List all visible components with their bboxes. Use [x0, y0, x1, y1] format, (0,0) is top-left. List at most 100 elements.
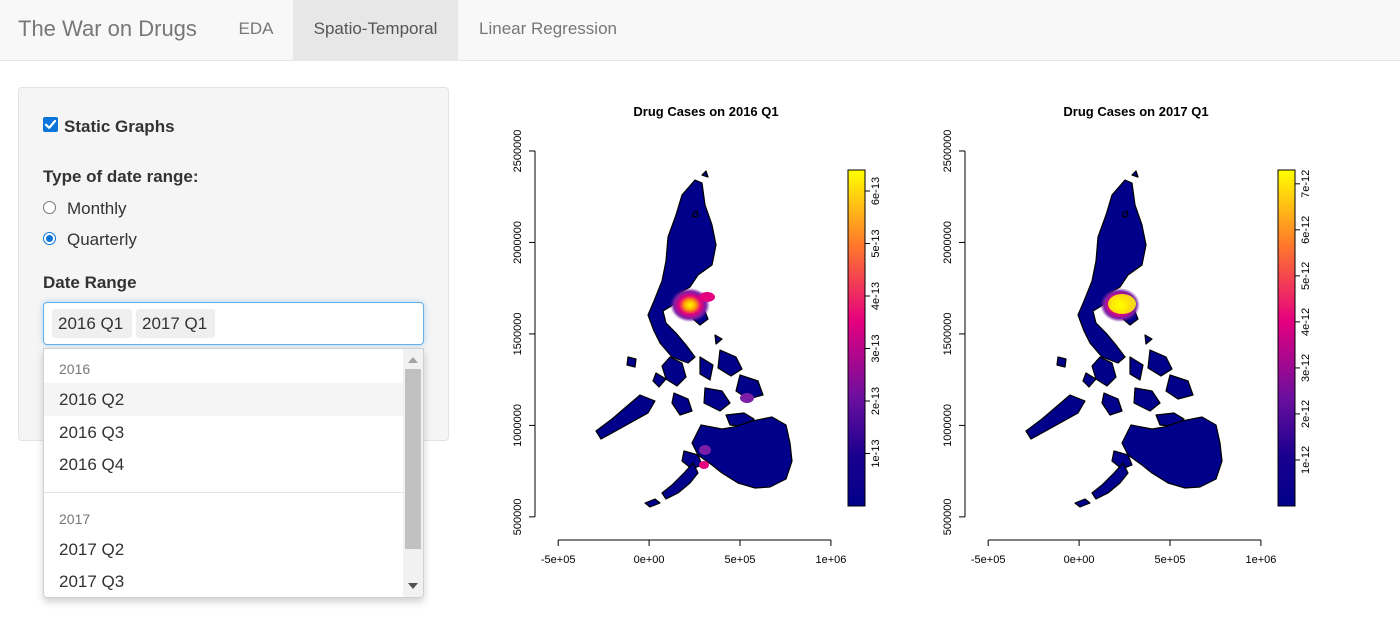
- y-tick-label: 2500000: [942, 130, 954, 173]
- island-shape: [703, 387, 731, 412]
- map-plot-2016-q1: Drug Cases on 2016 Q1 500000 1000000 150000…: [490, 95, 910, 585]
- island-shape: [1077, 179, 1147, 364]
- checkmark-icon: [44, 119, 57, 129]
- plot-title: Drug Cases on 2017 Q1: [1063, 104, 1208, 119]
- hotspot-region: [699, 445, 711, 455]
- island-shape: [1074, 498, 1091, 508]
- island-shape: [661, 462, 699, 500]
- island-shape: [626, 356, 637, 368]
- x-tick-label: 1e+06: [815, 554, 846, 566]
- island-shape: [1091, 462, 1129, 500]
- island-shape: [661, 356, 687, 387]
- dropdown-option[interactable]: 2016 Q2: [44, 383, 403, 416]
- island-shape: [644, 498, 661, 508]
- island-shape: [1121, 416, 1223, 489]
- dropdown-divider: [44, 492, 403, 493]
- legend-tick-label: 4e-12: [1300, 308, 1312, 336]
- static-graphs-label[interactable]: Static Graphs: [64, 117, 175, 136]
- hotspot-region: [699, 461, 709, 469]
- date-range-input[interactable]: 2016 Q1 2017 Q1: [43, 302, 424, 345]
- legend-tick-label: 1e-12: [1300, 446, 1312, 474]
- dropdown-scrollbar[interactable]: [403, 349, 423, 597]
- island-shape: [714, 334, 723, 345]
- y-tick-label: 2000000: [942, 221, 954, 264]
- x-tick-label: -5e+05: [541, 554, 576, 566]
- tab-eda[interactable]: EDA: [238, 19, 274, 38]
- philippines-map: [1025, 170, 1223, 508]
- y-tick-label: 1500000: [512, 313, 524, 356]
- island-shape: [1056, 356, 1067, 368]
- island-shape: [671, 392, 693, 416]
- color-legend-bar: [847, 169, 866, 507]
- island-shape: [1129, 356, 1144, 381]
- x-tick-label: 5e+05: [725, 554, 756, 566]
- island-shape: [691, 416, 793, 489]
- dropdown-option[interactable]: 2017 Q2: [59, 540, 125, 559]
- island-shape: [1147, 349, 1173, 377]
- dropdown-group-header: 2016: [59, 361, 91, 377]
- date-type-label: Type of date range:: [43, 167, 199, 186]
- legend-tick-label: 5e-12: [1300, 262, 1312, 290]
- y-tick-label: 500000: [512, 499, 524, 536]
- hotspot-core: [1108, 294, 1136, 314]
- island-shape: [1165, 374, 1194, 400]
- y-tick-label: 2000000: [512, 221, 524, 264]
- selected-item-chip[interactable]: 2016 Q1: [52, 309, 132, 338]
- map-plot-2017-q1: Drug Cases on 2017 Q1 500000 1000000 150000…: [920, 95, 1340, 585]
- island-shape: [595, 394, 656, 440]
- island-shape: [1131, 170, 1139, 178]
- y-tick-label: 500000: [942, 499, 954, 536]
- scrollbar-thumb[interactable]: [405, 369, 421, 549]
- radio-quarterly-button[interactable]: [43, 232, 56, 245]
- island-shape: [1144, 334, 1153, 345]
- tab-linear-regression[interactable]: Linear Regression: [479, 19, 617, 38]
- date-range-dropdown[interactable]: 2016 2016 Q2 2016 Q3 2016 Q4 2017 2017 Q…: [43, 348, 424, 598]
- dropdown-option[interactable]: 2017 Q3: [59, 572, 125, 591]
- scroll-up-icon[interactable]: [408, 357, 418, 363]
- app-brand[interactable]: The War on Drugs: [18, 16, 197, 41]
- x-tick-label: 0e+00: [634, 554, 665, 566]
- y-tick-label: 1000000: [942, 404, 954, 447]
- map-svg: Drug Cases on 2016 Q1 500000 1000000 150000…: [512, 104, 882, 566]
- island-shape: [1082, 372, 1097, 388]
- island-shape: [699, 356, 714, 381]
- island-shape: [1111, 450, 1133, 470]
- date-range-label: Date Range: [43, 273, 137, 292]
- legend-tick-label: 5e-13: [870, 229, 882, 257]
- dropdown-option[interactable]: 2016 Q4: [59, 455, 125, 474]
- island-shape: [652, 372, 667, 388]
- legend-tick-label: 7e-12: [1300, 170, 1312, 198]
- dropdown-option[interactable]: 2016 Q3: [59, 423, 125, 442]
- hotspot-region: [699, 292, 715, 302]
- island-shape: [717, 349, 743, 377]
- dropdown-group-header: 2017: [59, 511, 91, 527]
- navbar: The War on Drugs EDA Spatio-Temporal Lin…: [0, 0, 1400, 61]
- radio-monthly-label[interactable]: Monthly: [67, 199, 127, 218]
- radio-monthly-button[interactable]: [43, 201, 56, 214]
- legend-tick-label: 3e-13: [870, 334, 882, 362]
- scroll-down-icon[interactable]: [408, 583, 418, 589]
- x-tick-label: -5e+05: [971, 554, 1006, 566]
- radio-quarterly-label[interactable]: Quarterly: [67, 230, 137, 249]
- x-tick-label: 0e+00: [1064, 554, 1095, 566]
- x-tick-label: 1e+06: [1245, 554, 1276, 566]
- legend-tick-label: 6e-12: [1300, 216, 1312, 244]
- philippines-map: [595, 170, 793, 508]
- island-shape: [1133, 387, 1161, 412]
- legend-tick-label: 3e-12: [1300, 354, 1312, 382]
- static-graphs-checkbox[interactable]: [43, 117, 58, 132]
- legend-tick-label: 4e-13: [870, 282, 882, 310]
- island-shape: [681, 450, 703, 470]
- hotspot-region: [740, 393, 754, 403]
- color-legend-bar: [1277, 169, 1296, 507]
- legend-tick-label: 1e-13: [870, 439, 882, 467]
- y-tick-label: 2500000: [512, 130, 524, 173]
- plot-title: Drug Cases on 2016 Q1: [633, 104, 778, 119]
- y-tick-label: 1500000: [942, 313, 954, 356]
- island-shape: [1025, 394, 1086, 440]
- selected-item-chip[interactable]: 2017 Q1: [136, 309, 215, 338]
- legend-tick-label: 2e-13: [870, 387, 882, 415]
- island-shape: [692, 210, 699, 218]
- x-tick-label: 5e+05: [1155, 554, 1186, 566]
- tab-spatio-temporal[interactable]: Spatio-Temporal: [293, 0, 458, 60]
